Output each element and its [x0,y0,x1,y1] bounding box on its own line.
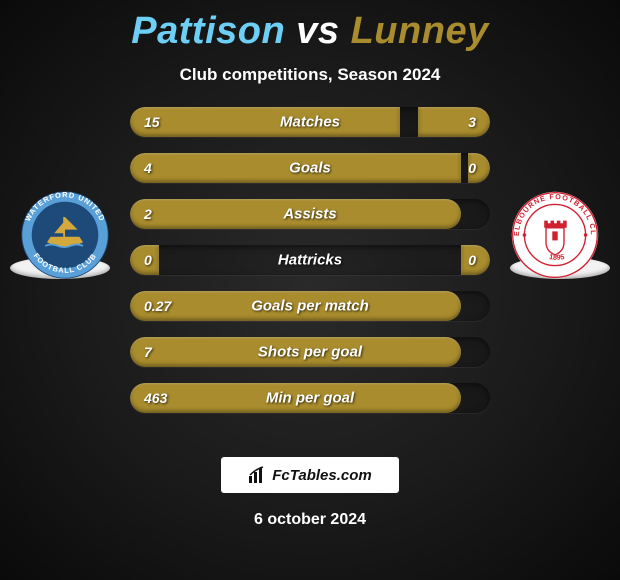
stat-row: Min per goal 463 [130,383,490,413]
player-left-avatar-placeholder [10,257,110,279]
player-right-name: Lunney [351,10,489,52]
stat-value-right: 3 [468,114,476,130]
stat-bar-right [418,107,490,137]
stat-label: Shots per goal [258,344,362,361]
stat-row: Matches 15 3 [130,107,490,137]
stat-value-right: 0 [468,252,476,268]
title-vs: vs [296,10,339,52]
stat-value-left: 463 [144,390,167,406]
stat-bar-left [130,107,400,137]
stat-value-right: 0 [468,160,476,176]
stats-bars: Matches153Goals40Assists2Hattricks00Goal… [110,107,510,429]
stat-row: Goals per match 0.27 [130,291,490,321]
players-row: Matches153Goals40Assists2Hattricks00Goal… [0,107,620,429]
stat-label: Goals [289,160,331,177]
stat-row: Hattricks 0 0 [130,245,490,275]
stat-label: Goals per match [251,298,369,315]
player-right-avatar-placeholder [510,257,610,279]
footer-brand-text: FcTables.com [272,467,371,484]
stat-label: Matches [280,114,340,131]
stat-value-left: 0 [144,252,152,268]
stat-row: Shots per goal 7 [130,337,490,367]
stat-label: Hattricks [278,252,342,269]
stat-row: Assists 2 [130,199,490,229]
stat-row: Goals 4 0 [130,153,490,183]
stat-value-left: 0.27 [144,298,171,314]
stat-value-left: 7 [144,344,152,360]
page-title: Pattison vs Lunney [0,10,620,53]
stat-value-left: 15 [144,114,160,130]
stat-value-left: 2 [144,206,152,222]
player-left-name: Pattison [131,10,285,52]
stat-label: Assists [283,206,336,223]
subtitle: Club competitions, Season 2024 [0,65,620,85]
stat-value-left: 4 [144,160,152,176]
footer-date: 6 october 2024 [0,511,620,529]
stat-label: Min per goal [266,390,354,407]
footer-brand[interactable]: FcTables.com [221,457,399,493]
